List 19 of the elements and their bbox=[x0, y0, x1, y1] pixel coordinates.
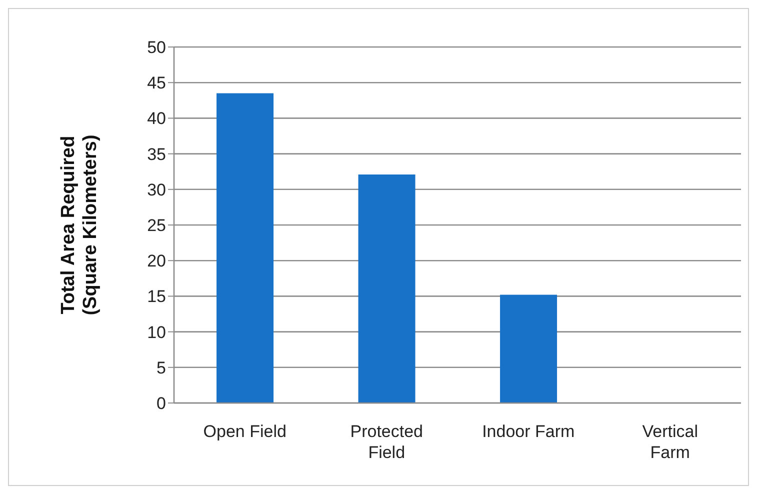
y-tick-label: 10 bbox=[147, 322, 166, 342]
y-tick-label: 45 bbox=[147, 74, 166, 93]
bar bbox=[500, 294, 558, 403]
x-tick-label: Vertical Farm bbox=[642, 422, 698, 462]
y-tick-label: 20 bbox=[147, 252, 166, 271]
x-tick-label: Protected Field bbox=[350, 422, 424, 462]
y-tick-label: 35 bbox=[147, 144, 166, 164]
y-tick-label: 5 bbox=[156, 358, 166, 378]
y-tick-label: 30 bbox=[147, 180, 166, 200]
y-axis-title: Total Area Required (Square Kilometers) bbox=[58, 134, 101, 316]
y-tick-label: 15 bbox=[147, 287, 166, 306]
bar bbox=[358, 174, 416, 403]
x-tick-label: Open Field bbox=[203, 422, 286, 441]
y-tick-label: 25 bbox=[147, 216, 166, 236]
x-tick-label: Indoor Farm bbox=[482, 422, 575, 441]
y-tick-label: 0 bbox=[156, 394, 166, 414]
y-tick-label: 50 bbox=[147, 38, 166, 58]
bar bbox=[216, 93, 274, 403]
y-tick-label: 40 bbox=[147, 109, 166, 128]
